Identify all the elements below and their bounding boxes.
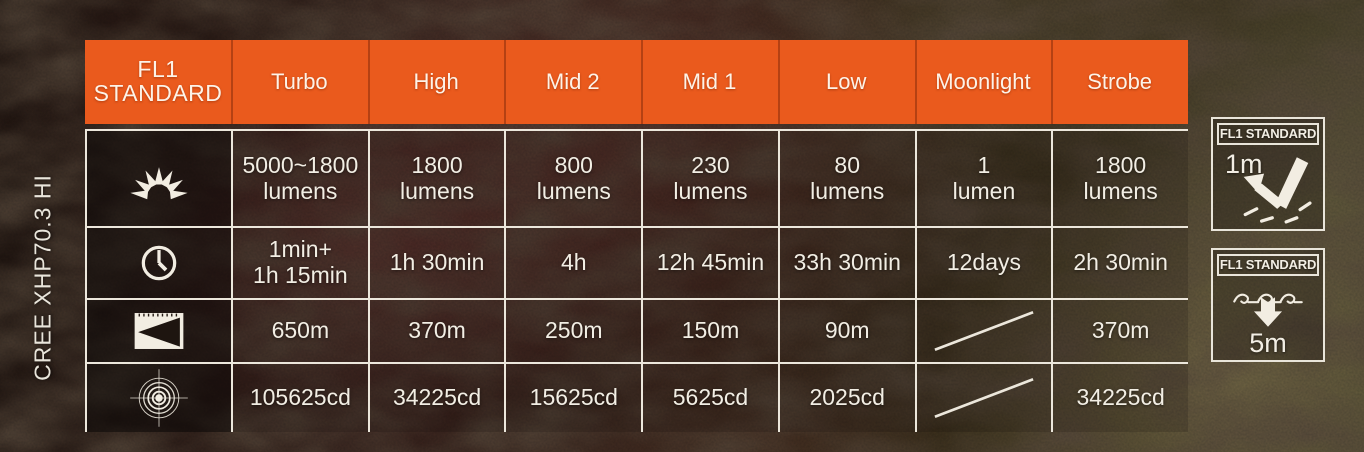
cell-beam-distance-strobe: 370m [1051,298,1188,362]
mode-header-strobe: Strobe [1051,40,1188,124]
mode-header-mid2: Mid 2 [504,40,642,124]
cell-beam-distance-moonlight [914,298,1052,362]
cell-light-output-strobe: 1800 lumens [1051,129,1188,226]
mode-header-high: High [367,40,505,124]
cell-beam-intensity-turbo: 105625cd [231,362,368,432]
cell-beam-intensity-strobe: 34225cd [1051,362,1188,432]
cell-runtime-moonlight: 12days [914,226,1052,298]
submersion-depth-value: 5m [1249,328,1287,358]
fl1-standard-label: FL1 STANDARD [1217,254,1319,276]
impact-resistance-badge: FL1 STANDARD 1m [1211,117,1325,231]
cell-light-output-turbo: 5000~1800 lumens [231,129,368,226]
table-corner-header: FL1 STANDARD [85,40,231,124]
cell-light-output-high: 1800 lumens [367,129,505,226]
cell-runtime-low: 33h 30min [777,226,915,298]
cell-runtime-mid1: 12h 45min [641,226,778,298]
mode-header-moonlight: Moonlight [914,40,1052,124]
fl1-spec-table: FL1 STANDARD Turbo High Mid 2 Mid 1 Low … [85,40,1188,432]
mode-header-turbo: Turbo [231,40,368,124]
submersible-icon [1233,293,1303,327]
cell-beam-intensity-low: 2025cd [777,362,915,432]
cell-beam-intensity-moonlight [914,362,1052,432]
cell-beam-distance-mid1: 150m [641,298,778,362]
mode-header-low: Low [777,40,915,124]
cell-light-output-moonlight: 1 lumen [914,129,1052,226]
led-model-label: CREE XHP70.3 HI [29,174,56,381]
cell-beam-distance-turbo: 650m [231,298,368,362]
cell-runtime-strobe: 2h 30min [1051,226,1188,298]
mode-header-mid1: Mid 1 [641,40,778,124]
impact-resistance-icon [1243,157,1312,224]
cell-light-output-mid2: 800 lumens [504,129,642,226]
beam-distance-icon [134,313,184,349]
row-header-runtime [85,226,231,298]
cell-runtime-high: 1h 30min [367,226,505,298]
cell-light-output-low: 80 lumens [777,129,915,226]
row-header-beam-distance [85,298,231,362]
row-header-light-output [85,129,231,226]
beam-intensity-icon [130,369,188,427]
brightness-icon [130,167,188,200]
submersible-badge: FL1 STANDARD 5m [1211,248,1325,362]
fl1-standard-label: FL1 STANDARD [1217,123,1319,145]
cell-light-output-mid1: 230 lumens [641,129,778,226]
na-slash-icon [934,311,1034,351]
cell-beam-intensity-mid2: 15625cd [504,362,642,432]
cell-runtime-turbo: 1min+ 1h 15min [231,226,368,298]
na-slash-icon [934,378,1034,418]
cell-beam-distance-low: 90m [777,298,915,362]
runtime-clock-icon [141,245,177,281]
row-header-beam-intensity [85,362,231,432]
cell-beam-distance-mid2: 250m [504,298,642,362]
cell-beam-distance-high: 370m [367,298,505,362]
cell-beam-intensity-high: 34225cd [367,362,505,432]
cell-beam-intensity-mid1: 5625cd [641,362,778,432]
cell-runtime-mid2: 4h [504,226,642,298]
